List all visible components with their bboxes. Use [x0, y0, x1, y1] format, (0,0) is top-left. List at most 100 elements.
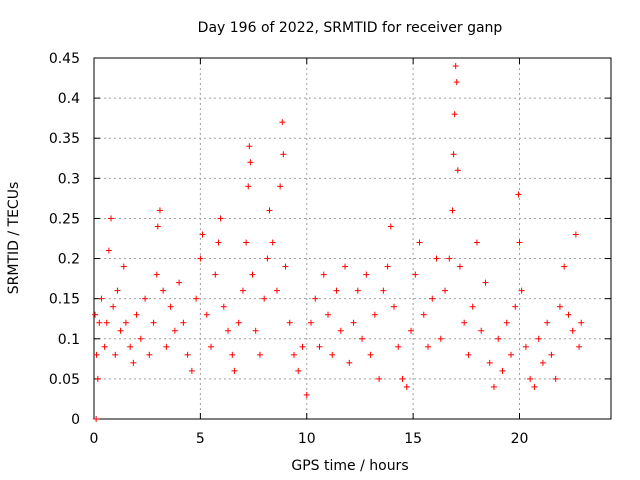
data-point — [171, 327, 178, 334]
data-point — [180, 319, 187, 326]
x-tick-label: 0 — [90, 431, 99, 447]
data-point — [486, 359, 493, 366]
data-point — [473, 239, 480, 246]
data-point — [93, 351, 100, 358]
data-point — [239, 287, 246, 294]
plot-frame — [93, 57, 612, 420]
data-point — [508, 351, 515, 358]
data-point — [359, 335, 366, 342]
data-point — [367, 351, 374, 358]
data-point — [286, 319, 293, 326]
data-point — [518, 287, 525, 294]
data-point — [101, 343, 108, 350]
data-point — [146, 351, 153, 358]
data-point — [156, 207, 163, 214]
data-point — [303, 391, 310, 398]
data-point — [277, 183, 284, 190]
data-point — [531, 383, 538, 390]
data-point — [465, 351, 472, 358]
data-point — [384, 263, 391, 270]
data-point — [235, 319, 242, 326]
data-point — [325, 311, 332, 318]
data-point — [92, 311, 99, 318]
data-point — [282, 263, 289, 270]
data-point — [208, 343, 215, 350]
data-point — [354, 287, 361, 294]
y-tick-label: 0.1 — [58, 332, 80, 348]
data-point — [243, 239, 250, 246]
data-point — [245, 183, 252, 190]
x-tick-label: 15 — [404, 431, 422, 447]
data-point — [231, 367, 238, 374]
data-point — [308, 319, 315, 326]
data-point — [576, 343, 583, 350]
data-point — [154, 223, 161, 230]
axis-ticks: 0 0.05 0.1 0.15 0.2 0.25 0.3 0.35 0.4 0.45 0 5 10 15 2… — [49, 51, 611, 447]
y-tick-label: 0 — [71, 412, 80, 428]
data-point — [569, 327, 576, 334]
data-point — [399, 375, 406, 382]
data-point — [337, 327, 344, 334]
data-point — [110, 303, 117, 310]
data-point — [256, 351, 263, 358]
data-point — [197, 255, 204, 262]
data-point — [503, 319, 510, 326]
data-point — [153, 271, 160, 278]
data-point — [499, 367, 506, 374]
data-point — [522, 343, 529, 350]
data-point — [150, 319, 157, 326]
data-point — [212, 271, 219, 278]
x-tick-label: 5 — [196, 431, 205, 447]
data-point — [188, 367, 195, 374]
data-point — [451, 111, 458, 118]
data-point — [130, 359, 137, 366]
data-point — [495, 335, 502, 342]
data-point — [247, 159, 254, 166]
data-point — [137, 335, 144, 342]
data-point — [371, 311, 378, 318]
data-point — [160, 287, 167, 294]
data-point — [220, 303, 227, 310]
data-point — [225, 327, 232, 334]
data-point — [433, 255, 440, 262]
data-point — [376, 375, 383, 382]
data-point — [572, 231, 579, 238]
data-point — [167, 303, 174, 310]
data-point — [299, 343, 306, 350]
y-tick-label: 0.35 — [49, 131, 80, 147]
data-point — [469, 303, 476, 310]
data-point — [490, 383, 497, 390]
x-tick-label: 20 — [511, 431, 529, 447]
y-tick-label: 0.25 — [49, 211, 80, 227]
data-point — [449, 207, 456, 214]
data-point — [203, 311, 210, 318]
data-point — [163, 343, 170, 350]
data-point — [342, 263, 349, 270]
data-point — [266, 207, 273, 214]
data-point — [120, 263, 127, 270]
data-point — [527, 375, 534, 382]
data-point — [412, 271, 419, 278]
y-tick-label: 0.15 — [49, 292, 80, 308]
data-point — [142, 295, 149, 302]
data-point — [425, 343, 432, 350]
data-point — [429, 295, 436, 302]
data-point — [561, 263, 568, 270]
data-point — [478, 327, 485, 334]
data-point — [408, 327, 415, 334]
data-point — [482, 279, 489, 286]
data-point — [515, 191, 522, 198]
data-point — [535, 335, 542, 342]
data-point — [217, 215, 224, 222]
data-point — [346, 359, 353, 366]
data-point — [117, 327, 124, 334]
data-point — [446, 255, 453, 262]
data-point — [127, 343, 134, 350]
data-point — [114, 287, 121, 294]
data-point — [133, 311, 140, 318]
data-point — [452, 63, 459, 70]
data-point — [249, 271, 256, 278]
data-point — [416, 239, 423, 246]
data-point — [387, 223, 394, 230]
